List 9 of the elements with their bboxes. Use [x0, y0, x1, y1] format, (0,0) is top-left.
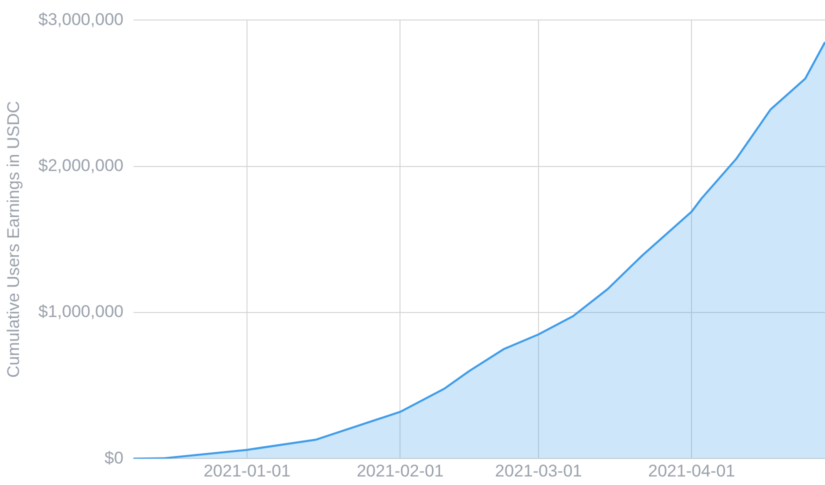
x-tick-label: 2021-04-01	[648, 461, 736, 480]
y-tick-label: $2,000,000	[38, 156, 124, 176]
y-tick-label: $0	[104, 448, 124, 468]
y-tick-label: $3,000,000	[38, 10, 124, 29]
x-tick-label: 2021-01-01	[204, 461, 291, 480]
y-tick-label: $1,000,000	[38, 302, 124, 322]
x-tick-label: 2021-02-01	[356, 461, 444, 480]
x-tick-label: 2021-03-01	[495, 461, 582, 480]
y-axis-title: Cumulative Users Earnings in USDC	[4, 100, 23, 378]
